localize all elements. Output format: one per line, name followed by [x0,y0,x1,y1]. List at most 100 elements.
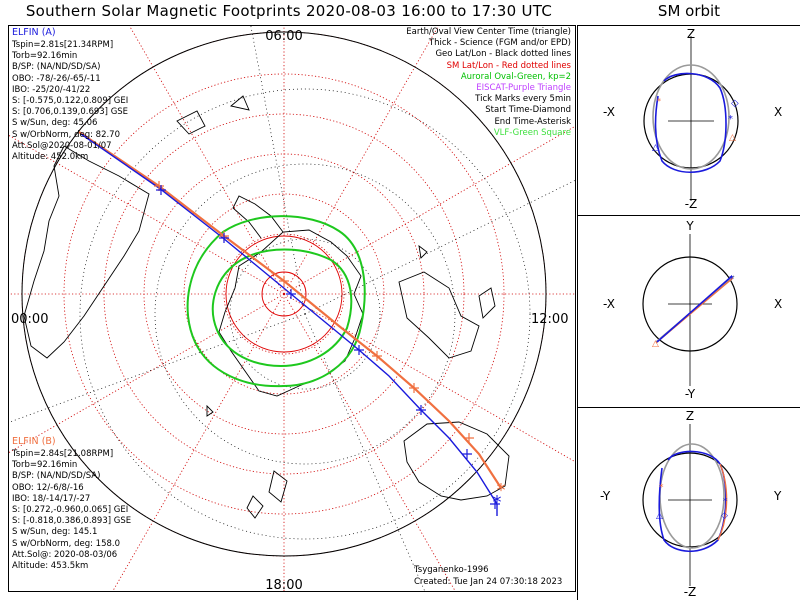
svg-text:◇: ◇ [721,511,728,521]
orbit-panel-xz: * ◇ * △ △ Z -Z -X X [578,25,800,216]
svg-text:*: * [657,97,661,106]
svg-text:△: △ [729,133,736,143]
elfin-b-info-line: S: [0.272,-0.960,0.065] GEI [12,505,129,516]
svg-text:△: △ [652,143,659,153]
footprint-map: * * 06:00 00:00 12:00 18:00 ELFIN (A) Tsp… [8,25,576,592]
orbit-xy-left: -X [603,297,615,311]
orbit-title: SM orbit [657,2,721,20]
elfin-a-info-line: Tspin=2.81s[21.34RPM] [12,40,114,50]
svg-text:◇: ◇ [731,98,739,109]
coastlines [23,95,510,519]
elfin-a-info-line: IBO: -25/20/-41/22 [12,84,91,95]
sm-grid-radials [9,26,575,591]
elfin-b-info: Tspin=2.84s[21.08RPM] Torb=92.16min B/SP: … [12,449,131,572]
model-credit: Tsyganenko-1996 [414,565,489,575]
orbit-xy-canvas: * △ Y -Y -X X [603,219,782,401]
svg-text:△: △ [656,511,663,521]
elfin-b-tick [464,433,474,443]
geo-grid [9,26,575,591]
svg-text:*: * [729,274,734,285]
legend-entry: VLF-Green Square [493,127,571,138]
orbit-xy-bottom: -Y [685,387,696,401]
orbit-xz-top: Z [687,27,695,41]
elfin-a-track [80,133,498,516]
legend-entry: Geo Lat/Lon - Black dotted lines [435,49,571,60]
legend-entry: EISCAT-Purple Triangle [476,83,571,94]
elfin-a-tick [462,449,472,459]
elfin-b-tick [154,181,164,191]
elfin-b-tick [409,383,419,393]
svg-text:*: * [728,114,733,125]
orbit-yz-right: Y [773,489,782,503]
elfin-a-info-line: B/SP: (NA/ND/SD/SA) [12,62,101,73]
orbit-xz-left: -X [603,105,615,119]
elfin-b-info-line: Torb=92.16min [12,460,78,471]
orbit-panel-xy: * △ Y -Y -X X [578,215,800,408]
elfin-b-info-line: Tspin=2.84s[21.08RPM] [12,449,114,459]
elfin-a-tick [286,289,296,299]
legend-entry: Auroral Oval-Green, kp=2 [460,71,571,82]
elfin-b-info-line: S w/Sun, deg: 145.1 [12,527,98,538]
orbit-yz-top: Z [686,409,694,423]
elfin-b-info-line: S: [-0.818,0.386,0.893] GSE [12,516,132,527]
elfin-b-info-line: S w/OrbNorm, deg: 158.0 [12,538,121,549]
footprint-tracks: ** [78,131,506,516]
svg-text:*: * [723,497,728,507]
elfin-b-track [78,131,502,489]
svg-text:△: △ [652,339,659,349]
elfin-b-name: ELFIN (B) [12,436,56,447]
sm-pole-circles [225,235,343,353]
elfin-a-tick [416,405,426,415]
legend-entry: Thick - Science (FGM and/or EPD) [428,38,571,49]
map-canvas: ** 06:00 00:00 12:00 18:00 [9,26,575,591]
elfin-a-tick [490,499,500,509]
orbit-yz-canvas: * * ◇ △ Z -Z -Y Y [600,409,782,599]
clock-label-right: 12:00 [531,312,568,327]
elfin-b-info-line: OBO: 12/-6/8/-16 [12,482,84,493]
elfin-a-info-line: Att.Sol@2020-08-01/07 [12,140,112,151]
legend-entry: Earth/Oval View Center Time (triangle) [406,27,571,37]
elfin-a-info-line: S w/OrbNorm, deg: 82.70 [12,129,121,140]
orbit-panel-yz: * * ◇ △ Z -Z -Y Y [578,407,800,601]
orbit-xz-bottom: -Z [685,197,698,211]
map-legend: Earth/Oval View Center Time (triangle) Th… [406,27,571,139]
elfin-a-info-line: S w/Sun, deg: 45.06 [12,118,98,129]
orbit-yz-left: -Y [600,489,611,503]
legend-entry: End Time-Asterisk [494,116,571,127]
elfin-b-info-line: Altitude: 453.5km [12,561,89,572]
clock-label-bottom: 18:00 [265,578,302,591]
elfin-a-info-line: S: [0.706,0.139,0.693] GSE [12,107,129,118]
end-time-asterisk: * [497,480,506,501]
created-timestamp: Created: Tue Jan 24 07:30:18 2023 [414,577,563,587]
map-horizon [21,31,547,557]
orbit-xy-right: X [774,297,782,311]
page-title: Southern Solar Magnetic Footprints 2020-… [25,2,553,20]
panel-divider [577,25,578,600]
elfin-b-info-line: IBO: 18/-14/17/-27 [12,493,91,504]
orbit-yz-bottom: -Z [684,585,697,599]
elfin-a-tick [156,185,166,195]
orbit-xy-top: Y [685,219,694,233]
elfin-a-info-line: S: [-0.575,0.122,0.809] GEI [12,96,129,107]
elfin-a-info-line: Altitude: 452.0km [12,152,89,163]
elfin-b-info-line: B/SP: (NA/ND/SD/SA) [12,471,101,482]
elfin-a-info-line: OBO: -78/-26/-65/-11 [12,73,101,84]
clock-label-top: 06:00 [265,29,302,44]
elfin-a-name: ELFIN (A) [12,27,56,38]
legend-entry: SM Lat/Lon - Red dotted lines [446,60,571,71]
legend-entry: Tick Marks every 5min [475,94,571,105]
elfin-a-tick [354,345,364,355]
auroral-oval [186,215,366,388]
elfin-a-info-line: Torb=92.16min [12,51,78,62]
orbit-xz-canvas: * ◇ * △ △ Z -Z -X X [603,27,782,211]
legend-entry: Start Time-Diamond [485,105,571,116]
end-time-asterisk: * [493,492,502,513]
svg-text:*: * [659,483,664,493]
elfin-a-info: Tspin=2.81s[21.34RPM] Torb=92.16min B/SP: … [12,40,128,163]
elfin-a-tick [219,233,229,243]
orbit-xz-right: X [774,105,782,119]
clock-label-left: 00:00 [11,312,48,327]
elfin-b-tick [279,276,289,286]
elfin-b-tick [372,351,382,361]
elfin-b-info-line: Att.Sol@: 2020-08-03/06 [12,549,118,560]
